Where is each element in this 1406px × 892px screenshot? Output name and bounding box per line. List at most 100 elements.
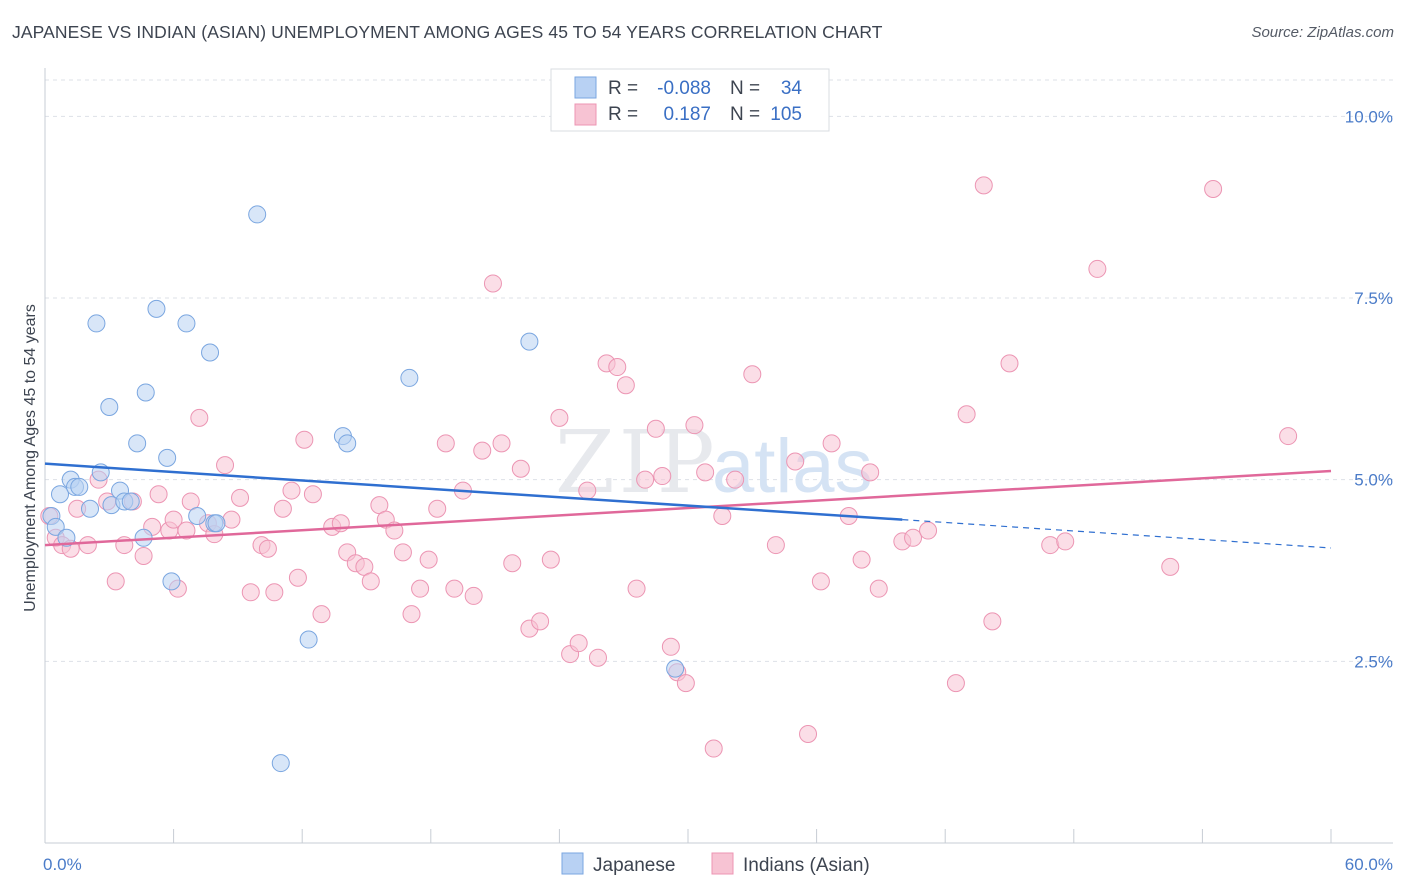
legend-swatch-japanese bbox=[574, 76, 597, 99]
indian-point bbox=[616, 376, 635, 395]
indian-point bbox=[258, 539, 277, 558]
indian-point bbox=[946, 674, 965, 693]
indian-point bbox=[149, 485, 168, 504]
y-tick-label: 2.5% bbox=[1354, 652, 1393, 671]
legend-n-value-1: 34 bbox=[781, 78, 803, 99]
indian-point bbox=[511, 459, 530, 478]
indian-point bbox=[436, 434, 455, 453]
indian-point bbox=[222, 510, 241, 529]
indian-point bbox=[419, 550, 438, 569]
indian-point bbox=[445, 579, 464, 598]
y-axis-label: Unemployment Among Ages 45 to 54 years bbox=[22, 304, 39, 612]
japanese-point bbox=[158, 448, 177, 467]
japanese-point bbox=[147, 299, 166, 318]
indian-point bbox=[861, 463, 880, 482]
indian-trend-line bbox=[44, 469, 1332, 547]
indian-point bbox=[550, 408, 569, 427]
y-tick-label: 7.5% bbox=[1354, 289, 1393, 308]
indian-point bbox=[464, 586, 483, 605]
indian-point bbox=[402, 605, 421, 624]
indian-point bbox=[1204, 180, 1223, 198]
trend-lines bbox=[44, 462, 1332, 549]
legend-n-label-1: N = bbox=[730, 78, 760, 99]
legend-r-value-2: 0.187 bbox=[663, 104, 711, 125]
indian-point bbox=[588, 648, 607, 667]
japanese-point bbox=[121, 492, 140, 511]
japanese-point bbox=[100, 398, 119, 416]
legend-top: R = -0.088 N = 34 R = 0.187 N = 105 bbox=[550, 68, 830, 132]
indian-point bbox=[1041, 536, 1060, 555]
indian-point bbox=[473, 441, 492, 460]
japanese-point bbox=[207, 514, 226, 533]
indian-point bbox=[164, 510, 183, 529]
japanese-point bbox=[81, 499, 100, 518]
x-tick-label: 60.0% bbox=[1345, 855, 1393, 874]
y-tick-label: 10.0% bbox=[1345, 107, 1393, 126]
indian-point bbox=[578, 481, 597, 500]
chart-title: JAPANESE VS INDIAN (ASIAN) UNEMPLOYMENT … bbox=[12, 22, 883, 42]
japanese-point bbox=[128, 434, 147, 453]
indian-point bbox=[78, 536, 97, 555]
indian-point bbox=[177, 521, 196, 540]
indian-point bbox=[265, 583, 284, 602]
indian-point bbox=[653, 467, 672, 486]
indian-point bbox=[492, 434, 511, 453]
axes bbox=[44, 68, 1393, 844]
indian-point bbox=[361, 572, 380, 591]
japanese-points bbox=[42, 205, 685, 773]
japanese-point bbox=[299, 630, 318, 649]
indian-point bbox=[608, 358, 627, 377]
japanese-point bbox=[338, 434, 357, 453]
source-credit: Source: ZipAtlas.com bbox=[1251, 24, 1394, 41]
indian-point bbox=[726, 470, 745, 489]
indian-point bbox=[974, 176, 993, 195]
indian-point bbox=[303, 485, 322, 504]
legend-bottom: Japanese Indians (Asian) bbox=[561, 852, 870, 876]
legend-r-label-1: R = bbox=[608, 78, 638, 99]
indian-point bbox=[1088, 259, 1107, 278]
japanese-point bbox=[271, 754, 290, 773]
japanese-point bbox=[177, 314, 196, 333]
indian-point bbox=[869, 579, 888, 598]
indian-point bbox=[766, 536, 785, 555]
indian-point bbox=[957, 405, 976, 424]
indian-point bbox=[676, 674, 695, 693]
japanese-point bbox=[162, 572, 181, 591]
legend-r-value-1: -0.088 bbox=[657, 78, 711, 99]
indian-point bbox=[646, 419, 665, 438]
legend-bottom-indian: Indians (Asian) bbox=[743, 855, 870, 876]
y-tick-label: 5.0% bbox=[1354, 471, 1393, 490]
japanese-point bbox=[51, 485, 70, 504]
indian-point bbox=[799, 725, 818, 743]
japanese-point bbox=[57, 528, 76, 547]
indian-point bbox=[704, 739, 723, 758]
indian-point bbox=[636, 470, 655, 489]
indian-point bbox=[661, 637, 680, 656]
japanese-point bbox=[70, 477, 89, 496]
indian-point bbox=[627, 579, 646, 598]
japanese-point bbox=[248, 205, 267, 224]
japanese-point bbox=[87, 314, 106, 333]
x-tick-label: 0.0% bbox=[43, 855, 82, 874]
indian-point bbox=[216, 456, 235, 475]
indian-point bbox=[231, 488, 250, 507]
indian-point bbox=[428, 499, 447, 518]
indian-point bbox=[696, 463, 715, 482]
japanese-trend-line bbox=[44, 462, 903, 521]
indian-point bbox=[531, 612, 550, 631]
indian-point bbox=[1161, 557, 1180, 576]
indian-point bbox=[541, 550, 560, 569]
indian-point bbox=[811, 572, 830, 591]
indian-point bbox=[1279, 427, 1298, 446]
indian-point bbox=[786, 452, 805, 471]
indian-point bbox=[288, 568, 307, 587]
indian-point bbox=[569, 634, 588, 653]
indian-point bbox=[295, 430, 314, 449]
indian-point bbox=[904, 528, 923, 547]
indian-point bbox=[822, 434, 841, 453]
indian-point bbox=[134, 546, 153, 565]
japanese-point bbox=[666, 659, 685, 678]
legend-n-value-2: 105 bbox=[770, 104, 802, 125]
japanese-point bbox=[400, 368, 419, 387]
